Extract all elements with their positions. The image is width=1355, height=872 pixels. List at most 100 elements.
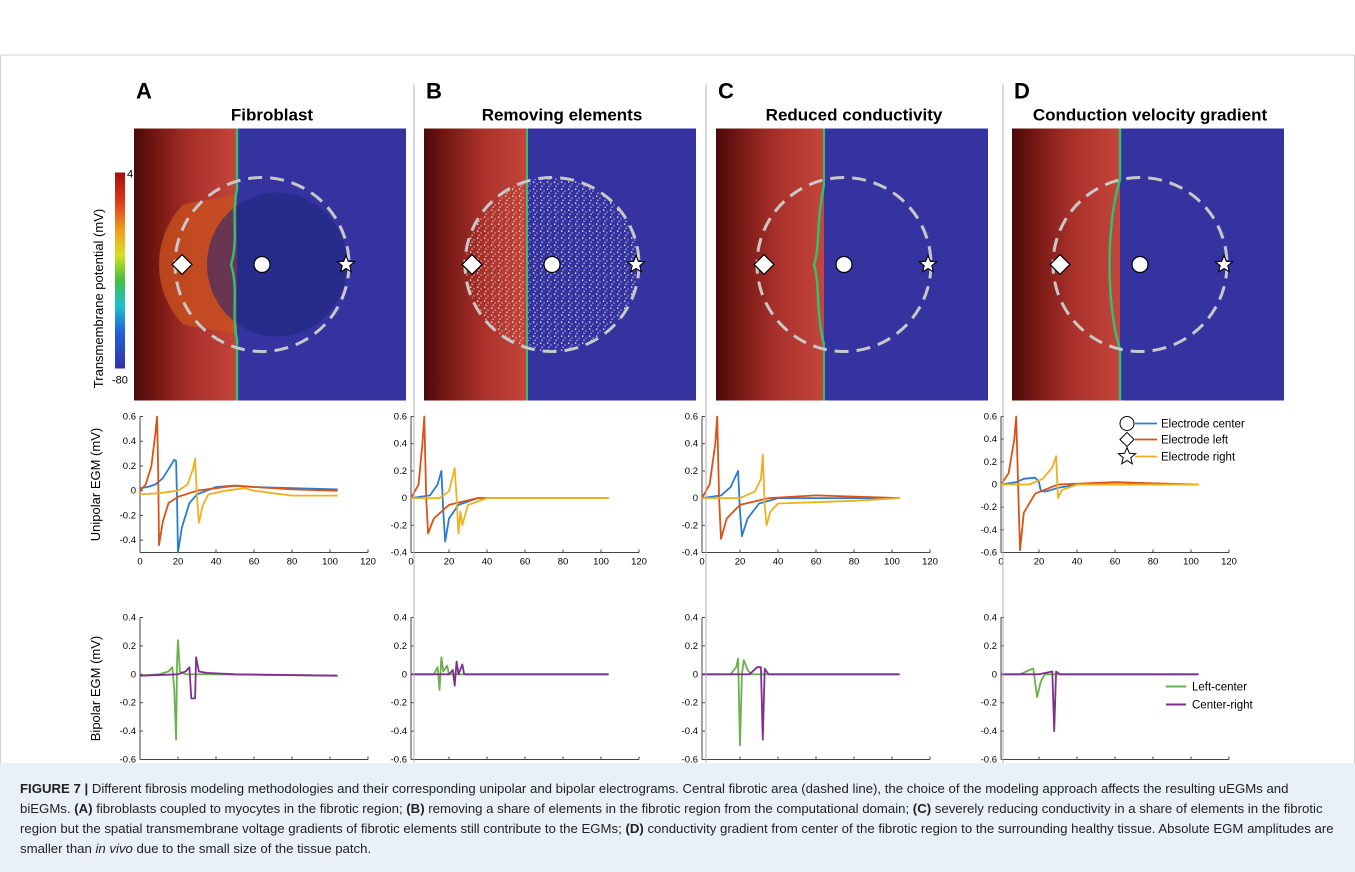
panel-title: Removing elements <box>482 106 643 125</box>
panel-letter: C <box>718 79 734 104</box>
wavefront <box>1108 128 1122 401</box>
electrode-left-diamond <box>753 253 775 276</box>
y-tick-label: -0.4 <box>981 726 997 737</box>
panel-title: Conduction velocity gradient <box>1033 106 1268 125</box>
y-tick-label: 0.4 <box>984 434 997 445</box>
series-line-center-right <box>702 666 900 741</box>
series-line-electrode-left <box>139 415 338 546</box>
caption-ref-b: (B) <box>406 801 425 816</box>
caption-label: FIGURE 7 | <box>20 781 89 796</box>
y-tick-label: 0.6 <box>685 412 698 423</box>
wavefront <box>229 128 239 401</box>
plot-d-unipolar: 0 20 40 60 80 100 120 0.6 0.4 0.2 0 -0.2 -0.4 -0.6 <box>981 412 1237 568</box>
plot-c-unipolar: 0 20 40 60 80 100 120 0.6 0.4 0.2 0 -0.2 -0.4 <box>682 412 938 568</box>
x-tick-label: 80 <box>849 557 860 568</box>
x-tick-label: 120 <box>631 557 647 568</box>
y-tick-label: -0.2 <box>391 520 407 531</box>
y-tick-label: 0 <box>402 669 407 680</box>
panel-title: Fibroblast <box>231 106 314 125</box>
y-tick-label: 0 <box>992 669 997 680</box>
y-tick-label: 0.4 <box>394 439 407 450</box>
x-tick-label: 60 <box>520 557 531 568</box>
y-tick-label: -0.4 <box>391 548 407 559</box>
y-tick-label: 0.6 <box>123 412 136 423</box>
series-line-electrode-right <box>1001 455 1199 499</box>
series-line-left-center <box>1001 667 1199 698</box>
y-tick-label: -0.6 <box>682 755 698 766</box>
x-tick-label: 60 <box>249 557 260 568</box>
electrode-center-circle <box>835 255 853 274</box>
legend-star-marker <box>1117 446 1137 465</box>
x-tick-label: 60 <box>811 557 822 568</box>
y-tick-label: 0 <box>992 480 997 491</box>
y-tick-label: 0.4 <box>685 439 698 450</box>
y-tick-label: -0.2 <box>120 510 136 521</box>
series-line-electrode-right <box>702 453 900 527</box>
y-tick-label: 0.2 <box>394 641 407 652</box>
x-tick-label: 120 <box>1221 557 1237 568</box>
x-tick-label: 120 <box>922 557 938 568</box>
electrode-right-star <box>335 254 357 273</box>
y-tick-label: -0.6 <box>120 755 136 766</box>
series-line-center-right <box>1001 670 1199 732</box>
fibrotic-dark-region <box>207 192 347 337</box>
y-tick-label: 0.4 <box>685 613 698 624</box>
tissue-panel-a: A Fibroblast <box>134 79 406 401</box>
x-tick-label: 100 <box>1183 557 1199 568</box>
legend-diamond-marker <box>1119 431 1135 448</box>
electrode-right-star <box>917 254 939 273</box>
series-line-center-right <box>411 660 609 687</box>
y-axis-label: Unipolar EGM (mV) <box>88 428 103 541</box>
x-tick-label: 0 <box>998 557 1003 568</box>
y-tick-label: 0 <box>131 486 136 497</box>
x-tick-label: 0 <box>699 557 704 568</box>
y-tick-label: -0.2 <box>981 502 997 513</box>
electrode-left-diamond <box>171 253 193 276</box>
electrode-center-circle <box>1131 255 1149 274</box>
y-tick-label: -0.4 <box>391 726 407 737</box>
y-tick-label: -0.6 <box>981 548 997 559</box>
x-tick-label: 20 <box>1034 557 1045 568</box>
series-line-electrode-center <box>701 470 900 538</box>
legend-label: Electrode left <box>1161 435 1229 447</box>
y-tick-label: 0.2 <box>123 641 136 652</box>
y-tick-label: 0 <box>402 493 407 504</box>
legend-label: Center-right <box>1192 700 1254 712</box>
x-tick-label: 20 <box>735 557 746 568</box>
tissue-panel-c: C Reduced conductivity <box>716 79 988 401</box>
legend-label: Left-center <box>1192 682 1247 694</box>
x-tick-label: 60 <box>1110 557 1121 568</box>
series-line-electrode-right <box>411 467 609 535</box>
x-tick-label: 100 <box>593 557 609 568</box>
x-tick-label: 40 <box>482 557 493 568</box>
caption-text-b: removing a share of elements in the fibr… <box>424 801 913 816</box>
y-tick-label: 0.4 <box>123 613 136 624</box>
legend-label: Electrode center <box>1161 419 1245 431</box>
legend-circle-marker <box>1119 416 1135 431</box>
y-axis-label: Bipolar EGM (mV) <box>88 636 103 741</box>
y-tick-label: -0.4 <box>120 726 136 737</box>
x-tick-label: 20 <box>444 557 455 568</box>
y-tick-label: -0.2 <box>682 520 698 531</box>
electrode-center-circle <box>253 255 271 274</box>
series-line-left-center <box>139 639 338 741</box>
x-tick-label: 80 <box>1148 557 1159 568</box>
colorbar-gradient <box>115 172 125 369</box>
x-tick-label: 80 <box>287 557 298 568</box>
caption-text-a: fibroblasts coupled to myocytes in the f… <box>92 801 407 816</box>
y-tick-label: -0.6 <box>391 755 407 766</box>
y-tick-label: -0.2 <box>120 698 136 709</box>
series-line-electrode-center <box>1000 476 1199 493</box>
y-tick-label: 0 <box>693 493 698 504</box>
y-tick-label: -0.6 <box>981 755 997 766</box>
x-tick-label: 100 <box>884 557 900 568</box>
electrode-left-diamond <box>1049 253 1071 276</box>
y-tick-label: 0.2 <box>984 457 997 468</box>
x-tick-label: 0 <box>408 557 413 568</box>
x-tick-label: 80 <box>558 557 569 568</box>
y-tick-label: -0.4 <box>120 535 136 546</box>
x-tick-label: 40 <box>211 557 222 568</box>
caption-text-c: severely reducing conductivity in a shar… <box>20 801 1323 836</box>
